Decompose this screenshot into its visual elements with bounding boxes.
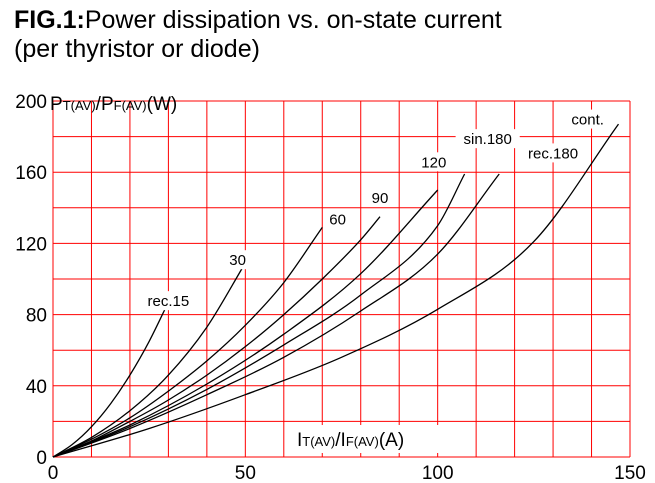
series-label: cont. bbox=[571, 112, 604, 129]
series-line bbox=[52, 216, 381, 458]
y-tick-label: 120 bbox=[15, 234, 47, 255]
series-label: rec.15 bbox=[148, 293, 190, 310]
series-line bbox=[52, 173, 466, 458]
x-tick-label: 50 bbox=[235, 463, 256, 483]
series-label-background bbox=[521, 143, 586, 163]
figure-title: Power dissipation vs. on-state current bbox=[84, 6, 502, 34]
series-label: 90 bbox=[372, 190, 389, 207]
series-line bbox=[52, 123, 620, 458]
series-line bbox=[52, 227, 323, 458]
grid bbox=[52, 100, 631, 458]
y-tick-label: 40 bbox=[26, 377, 47, 398]
series-label-background bbox=[326, 209, 349, 229]
series-label: 30 bbox=[229, 252, 246, 269]
series-label-background bbox=[563, 109, 612, 129]
series-label-background bbox=[418, 152, 450, 172]
chart-title: FIG.1:Power dissipation vs. on-state cur… bbox=[14, 6, 502, 64]
series-label-background bbox=[455, 129, 520, 149]
series-label-background bbox=[226, 250, 249, 270]
series-label-background bbox=[140, 291, 197, 311]
x-axis-label-background bbox=[287, 425, 445, 453]
series-labels: rec.15 30 60 90 120 sin.180 rec.180 cont. bbox=[140, 109, 612, 311]
x-axis-label: IT(AV)/IF(AV)(A) bbox=[297, 430, 404, 451]
y-tick-label: 0 bbox=[36, 448, 47, 469]
x-tick-label: 150 bbox=[614, 463, 646, 483]
y-axis-label: PT(AV)/PF(AV)(W) bbox=[50, 94, 177, 115]
x-tick-label: 100 bbox=[422, 463, 454, 483]
series-label: 120 bbox=[421, 154, 446, 171]
tick-labels: 0 50 100 150 0 40 80 120 160 200 bbox=[15, 92, 646, 483]
series-line bbox=[52, 189, 439, 458]
series-label: sin.180 bbox=[463, 131, 511, 148]
series-label-background bbox=[368, 187, 392, 207]
series-label: 60 bbox=[329, 211, 346, 228]
series-line bbox=[52, 262, 246, 458]
x-tick-label: 0 bbox=[48, 463, 59, 483]
series-line bbox=[52, 301, 169, 458]
y-tick-label: 80 bbox=[26, 306, 47, 327]
y-tick-label: 200 bbox=[15, 92, 47, 113]
figure-subtitle: (per thyristor or diode) bbox=[14, 35, 260, 63]
y-tick-label: 160 bbox=[15, 163, 47, 184]
series-group bbox=[52, 123, 620, 458]
series-line bbox=[52, 173, 500, 458]
figure-number: FIG.1: bbox=[14, 6, 85, 34]
series-label: rec.180 bbox=[528, 145, 578, 162]
